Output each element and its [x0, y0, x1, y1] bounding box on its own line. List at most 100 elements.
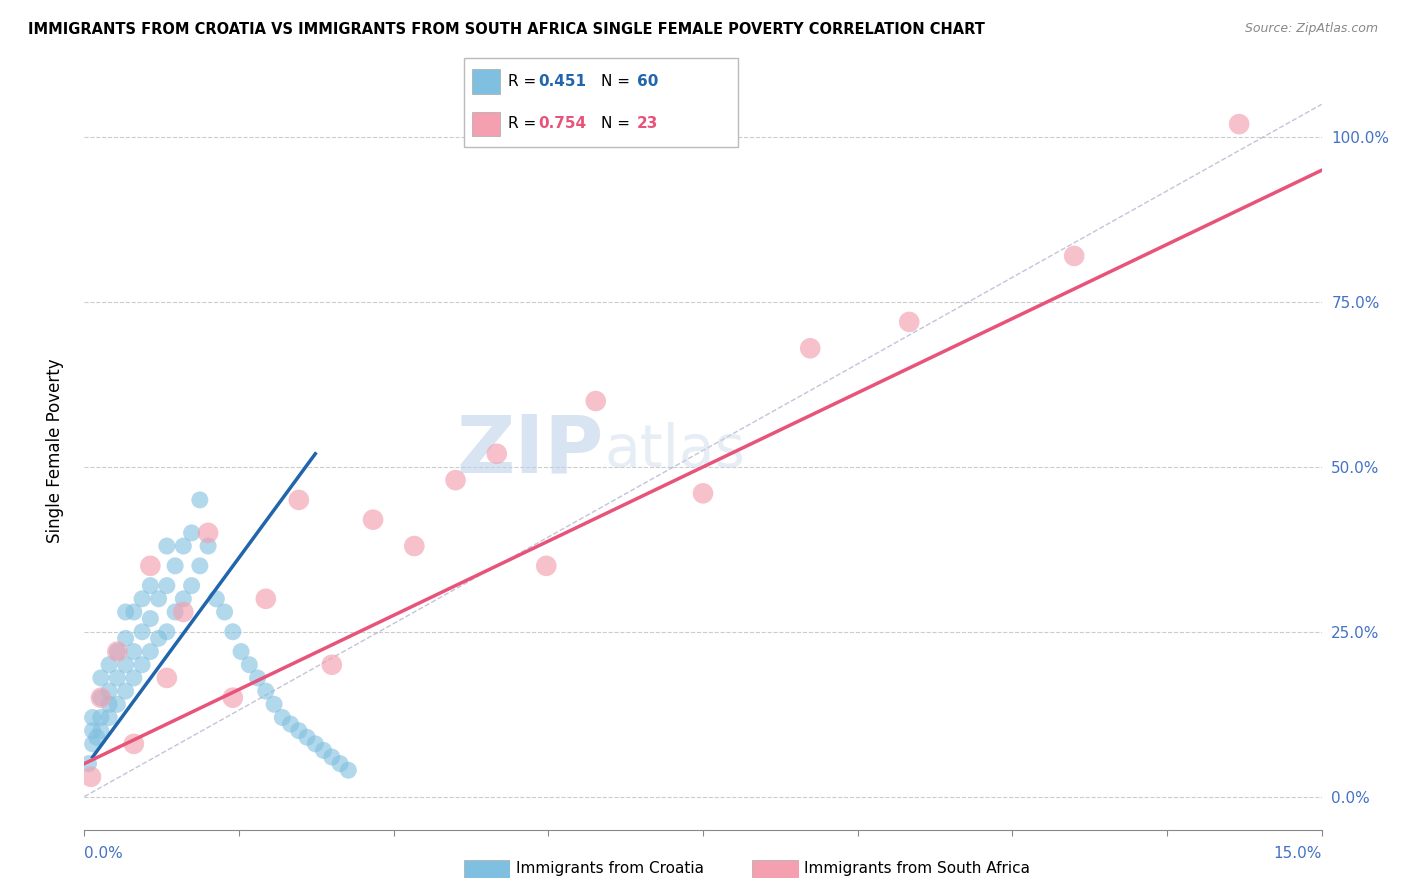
Point [361, 513, 384, 527]
Point [288, 492, 311, 507]
Point [156, 671, 179, 685]
Point [585, 394, 607, 409]
Text: Source: ZipAtlas.com: Source: ZipAtlas.com [1244, 22, 1378, 36]
Point [98, 698, 121, 712]
Point [536, 558, 558, 573]
Point [86, 731, 108, 745]
Text: IMMIGRANTS FROM CROATIA VS IMMIGRANTS FROM SOUTH AFRICA SINGLE FEMALE POVERTY CO: IMMIGRANTS FROM CROATIA VS IMMIGRANTS FR… [28, 22, 986, 37]
Point [114, 632, 136, 646]
Point [82, 723, 104, 738]
Point [139, 579, 162, 593]
Point [98, 657, 121, 672]
Point [246, 671, 269, 685]
Point [114, 657, 136, 672]
Point [304, 737, 326, 751]
Text: ZIP: ZIP [457, 411, 605, 490]
Point [271, 710, 294, 724]
Point [80, 770, 103, 784]
Point [229, 644, 252, 658]
Point [98, 710, 121, 724]
Point [188, 492, 211, 507]
Text: atlas: atlas [605, 422, 745, 479]
Point [898, 315, 921, 329]
Text: 0.451: 0.451 [538, 74, 586, 88]
Text: 15.0%: 15.0% [1274, 846, 1322, 861]
Point [329, 756, 352, 771]
Point [148, 591, 170, 606]
Point [180, 525, 202, 540]
Point [692, 486, 714, 500]
Point [254, 684, 277, 698]
Text: 23: 23 [637, 117, 658, 131]
Point [90, 710, 112, 724]
Point [1063, 249, 1085, 263]
Point [105, 698, 128, 712]
Bar [472, 112, 499, 136]
Point [404, 539, 426, 553]
Point [165, 605, 187, 619]
Point [90, 690, 112, 705]
Point [139, 644, 162, 658]
Point [156, 624, 179, 639]
Point [312, 743, 335, 757]
Point [105, 671, 128, 685]
Point [214, 605, 236, 619]
Point [82, 737, 104, 751]
Point [98, 684, 121, 698]
Text: 60: 60 [637, 74, 658, 88]
Point [122, 644, 145, 658]
Y-axis label: Single Female Poverty: Single Female Poverty [45, 359, 63, 542]
Point [222, 624, 245, 639]
Point [77, 756, 100, 771]
Point [172, 539, 194, 553]
Point [180, 579, 202, 593]
Point [139, 558, 162, 573]
Point [156, 539, 179, 553]
Point [238, 657, 260, 672]
Point [131, 591, 153, 606]
Point [485, 447, 508, 461]
Text: 0.754: 0.754 [538, 117, 586, 131]
Point [165, 558, 187, 573]
Point [105, 644, 128, 658]
Point [105, 644, 128, 658]
Point [122, 605, 145, 619]
Point [197, 525, 219, 540]
Point [131, 624, 153, 639]
Point [90, 690, 112, 705]
Point [254, 591, 277, 606]
Text: 0.0%: 0.0% [84, 846, 124, 861]
Bar [472, 69, 499, 94]
Point [114, 605, 136, 619]
Point [197, 539, 219, 553]
Point [114, 684, 136, 698]
Point [156, 579, 179, 593]
Text: R =: R = [508, 117, 541, 131]
Point [205, 591, 228, 606]
Point [280, 717, 302, 731]
Point [188, 558, 211, 573]
Point [321, 750, 343, 764]
Point [263, 698, 285, 712]
Text: N =: N = [602, 74, 636, 88]
Point [1227, 117, 1250, 131]
Text: Immigrants from South Africa: Immigrants from South Africa [804, 862, 1031, 876]
Point [131, 657, 153, 672]
Point [148, 632, 170, 646]
Point [90, 671, 112, 685]
Point [288, 723, 311, 738]
Point [444, 473, 467, 487]
Point [337, 763, 360, 777]
Point [139, 611, 162, 625]
Point [90, 723, 112, 738]
Point [122, 737, 145, 751]
Point [122, 671, 145, 685]
Point [222, 690, 245, 705]
Text: R =: R = [508, 74, 541, 88]
Point [799, 341, 821, 355]
Text: Immigrants from Croatia: Immigrants from Croatia [516, 862, 704, 876]
Point [172, 605, 194, 619]
Point [172, 591, 194, 606]
Point [321, 657, 343, 672]
Point [295, 731, 318, 745]
